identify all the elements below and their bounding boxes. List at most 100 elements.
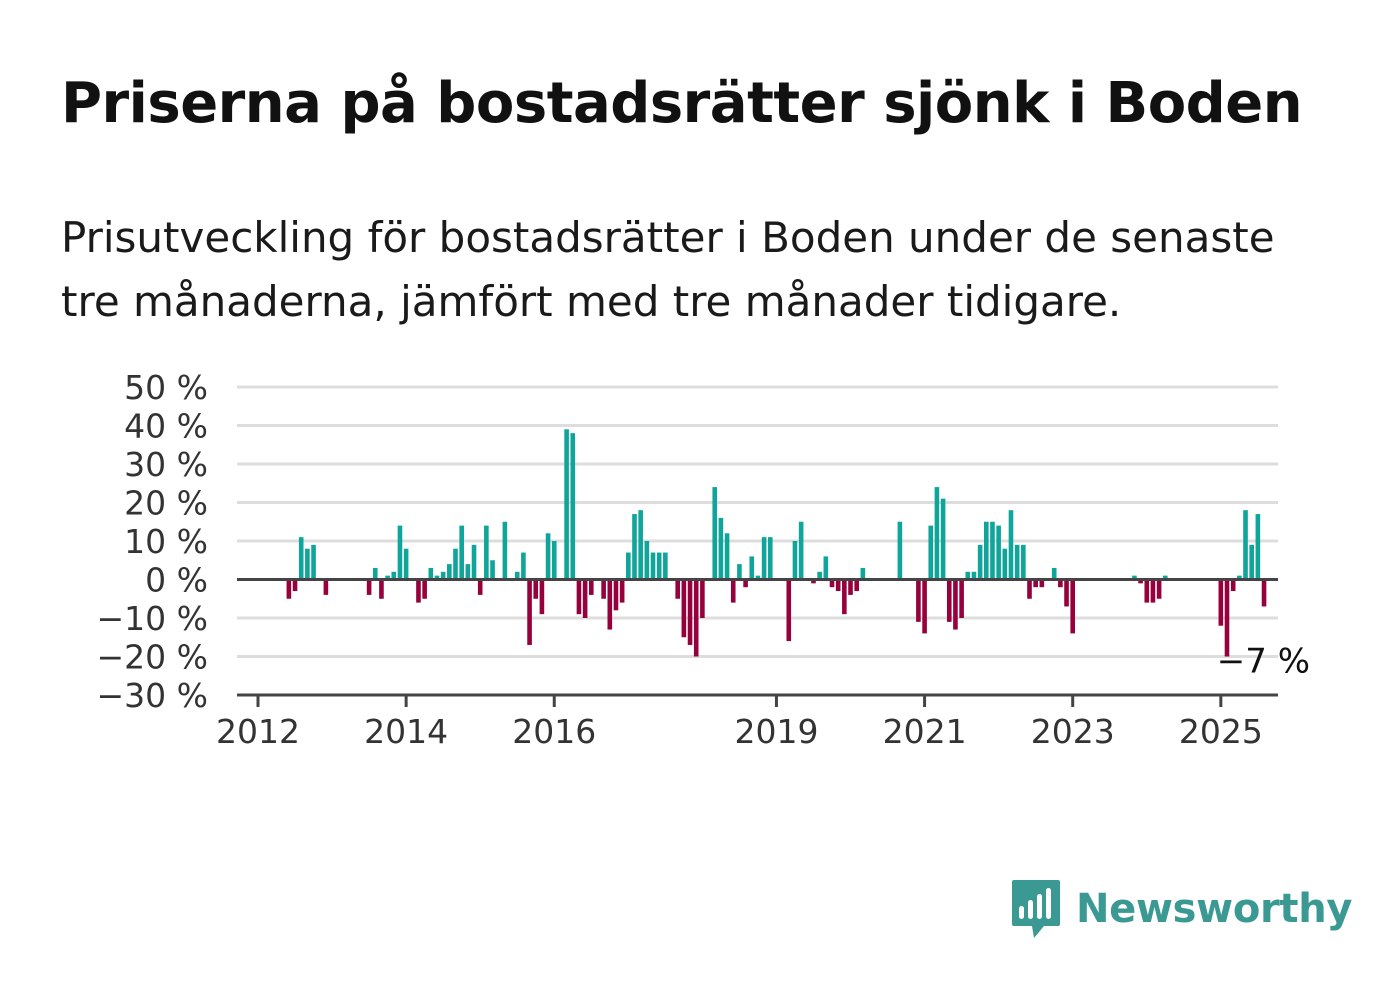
x-tick-label: 2016	[512, 712, 596, 751]
bar-chart: 50 %40 %30 %20 %10 %0 %−10 %−20 %−30 %20…	[97, 368, 1311, 751]
y-tick-label: 10 %	[124, 522, 208, 561]
bar	[286, 579, 292, 599]
bar	[1058, 579, 1063, 588]
bar	[687, 579, 693, 645]
bar	[675, 579, 680, 599]
bar	[1039, 579, 1045, 588]
bar	[940, 498, 946, 580]
bar	[650, 552, 656, 580]
bar	[1138, 579, 1143, 584]
bar	[990, 521, 995, 580]
bar	[860, 567, 866, 580]
bar	[527, 579, 532, 645]
bar	[570, 433, 576, 580]
bar	[311, 544, 316, 580]
bar	[477, 579, 483, 595]
x-tick-label: 2025	[1179, 712, 1263, 751]
y-tick-label: 20 %	[124, 484, 208, 523]
y-tick-label: −30 %	[97, 676, 209, 715]
newsworthy-logo-icon	[1012, 880, 1060, 938]
bar	[755, 575, 761, 580]
newsworthy-logo: Newsworthy	[1010, 878, 1353, 940]
bar	[434, 575, 440, 580]
bar	[626, 552, 631, 580]
bar	[1021, 544, 1026, 580]
bar	[724, 533, 730, 580]
y-tick-label: 50 %	[124, 368, 208, 407]
bar	[490, 560, 495, 580]
bar	[607, 579, 613, 630]
bar	[1156, 579, 1162, 599]
bar	[823, 556, 829, 580]
bar	[1033, 579, 1038, 588]
bar	[644, 541, 650, 580]
bar	[946, 579, 952, 622]
bar	[1132, 575, 1137, 580]
bar	[1255, 514, 1261, 580]
bar	[718, 517, 724, 580]
bar	[897, 521, 903, 580]
bar	[1064, 579, 1069, 607]
bar	[576, 579, 582, 615]
bar	[385, 575, 390, 580]
last-value-annotation: −7 %	[1217, 641, 1310, 681]
bar	[539, 579, 545, 615]
bar	[1070, 579, 1075, 634]
bar	[761, 537, 767, 580]
x-tick-label: 2021	[883, 712, 967, 751]
x-tick-label: 2014	[364, 712, 448, 751]
bar	[484, 525, 489, 580]
bar	[934, 487, 940, 580]
bar	[1249, 544, 1254, 580]
bar	[916, 579, 921, 622]
bar	[416, 579, 421, 603]
bar	[842, 579, 847, 615]
chart-subtitle: Prisutveckling för bostadsrätter i Boden…	[61, 213, 1275, 326]
y-tick-label: −10 %	[97, 599, 209, 638]
bar	[366, 579, 372, 595]
bar	[428, 567, 434, 580]
bar	[1150, 579, 1156, 603]
bar	[1144, 579, 1150, 603]
bar	[829, 579, 835, 588]
bar	[521, 552, 526, 580]
bar	[977, 544, 983, 580]
bar	[638, 510, 643, 580]
bar	[922, 579, 927, 634]
bar	[663, 552, 668, 580]
x-tick-label: 2023	[1031, 712, 1115, 751]
bar	[749, 556, 755, 580]
bar	[835, 579, 841, 592]
brand-name: Newsworthy	[1076, 886, 1353, 932]
y-tick-label: 0 %	[145, 561, 208, 600]
bar	[817, 571, 822, 580]
bar	[971, 571, 977, 580]
bar	[1027, 579, 1032, 599]
bar	[298, 537, 304, 580]
bar	[811, 579, 816, 584]
bar	[465, 564, 471, 580]
bar	[848, 579, 853, 595]
bar	[601, 579, 606, 599]
bar	[471, 544, 477, 580]
bar	[1230, 579, 1236, 592]
bar	[681, 579, 687, 638]
bar	[1261, 579, 1267, 607]
bar	[397, 525, 403, 580]
bar	[379, 579, 384, 599]
bar	[1014, 544, 1020, 580]
x-tick-label: 2012	[216, 712, 300, 751]
bar	[305, 548, 310, 580]
bar	[1243, 510, 1248, 580]
bar	[440, 571, 446, 580]
bar	[453, 548, 458, 580]
axes	[237, 578, 1278, 707]
bar	[403, 548, 409, 580]
bar	[502, 521, 508, 580]
bar	[712, 487, 718, 580]
bar	[422, 579, 427, 599]
bar	[965, 571, 971, 580]
bar	[551, 541, 557, 580]
bar	[632, 514, 637, 580]
bar	[372, 567, 378, 580]
